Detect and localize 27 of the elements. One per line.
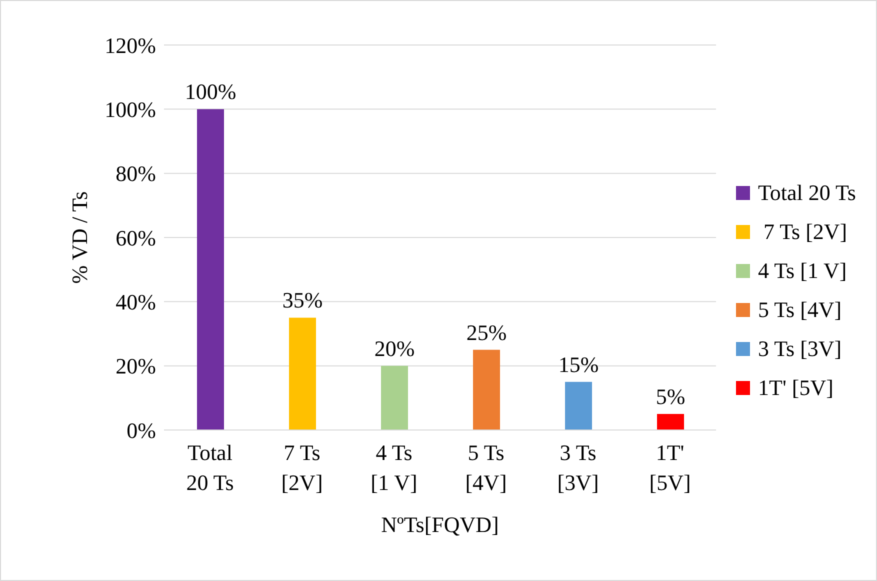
y-tick-label: 100% bbox=[104, 96, 156, 122]
legend-label: 7 Ts [2V] bbox=[762, 219, 848, 245]
legend-label: 5 Ts [4V] bbox=[758, 297, 842, 323]
legend-label: 1T' [5V] bbox=[758, 375, 834, 401]
data-label: 100% bbox=[184, 79, 236, 104]
data-label: 25% bbox=[466, 320, 507, 345]
y-axis-title: % VD / Ts bbox=[66, 191, 92, 284]
x-tick-label: Total 20 Ts bbox=[186, 440, 234, 495]
legend-label: Total 20 Ts bbox=[758, 180, 856, 206]
x-tick-label: 1T' [5V] bbox=[649, 440, 691, 495]
legend-label: 4 Ts [1 V] bbox=[758, 258, 847, 284]
y-tick-label: 0% bbox=[126, 418, 156, 443]
y-tick-label: 120% bbox=[104, 32, 156, 58]
data-label: 15% bbox=[558, 352, 599, 377]
data-label: 20% bbox=[374, 336, 415, 361]
y-tick-label: 20% bbox=[116, 354, 156, 379]
y-tick-label: 60% bbox=[116, 225, 156, 250]
data-label: 35% bbox=[282, 288, 323, 313]
x-tick-label: 3 Ts [3V] bbox=[557, 440, 599, 495]
y-tick-label: 80% bbox=[116, 161, 156, 186]
x-tick-label: 4 Ts [1 V] bbox=[370, 440, 418, 495]
data-label: 5% bbox=[656, 384, 686, 409]
y-tick-label: 40% bbox=[116, 289, 156, 314]
x-tick-label: 7 Ts [2V] bbox=[281, 440, 323, 495]
x-tick-label: 5 Ts [4V] bbox=[465, 440, 507, 495]
legend-label: 3 Ts [3V] bbox=[758, 336, 842, 362]
x-axis-title: NºTs[FQVD] bbox=[381, 512, 499, 537]
